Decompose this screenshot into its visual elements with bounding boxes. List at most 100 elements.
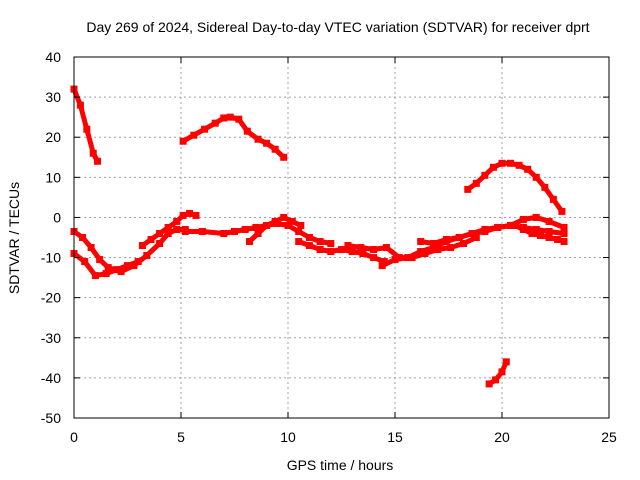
data-point <box>421 250 429 258</box>
data-point <box>173 225 181 233</box>
data-point <box>138 242 146 250</box>
data-point <box>179 137 187 145</box>
x-tick-label: 0 <box>70 429 78 445</box>
data-point <box>532 213 540 221</box>
data-point <box>558 207 566 215</box>
data-point <box>124 262 131 270</box>
data-point <box>288 217 296 225</box>
data-point <box>254 229 262 237</box>
data-point <box>560 229 568 237</box>
data-point <box>348 248 356 256</box>
grid <box>74 57 609 418</box>
data-point <box>359 250 367 258</box>
data-point <box>492 376 500 384</box>
y-tick-label: 40 <box>45 49 61 65</box>
data-point <box>190 131 198 139</box>
data-point <box>305 234 313 241</box>
data-point <box>254 135 262 143</box>
data-point <box>554 236 562 244</box>
data-point <box>498 368 506 376</box>
y-tick-label: 20 <box>45 129 61 145</box>
data-point <box>91 272 99 280</box>
y-tick-label: -30 <box>41 330 61 346</box>
data-point <box>113 266 121 274</box>
y-axis-label: SDTVAR / TECUs <box>6 182 22 294</box>
data-point <box>511 221 519 229</box>
data-point <box>263 221 271 229</box>
data-point <box>173 217 181 225</box>
data-point <box>186 209 194 217</box>
data-point <box>481 171 489 179</box>
data-point <box>243 127 251 135</box>
data-point <box>532 225 540 233</box>
data-point <box>481 225 489 233</box>
data-point <box>316 246 324 254</box>
data-point <box>344 242 352 250</box>
data-point <box>81 258 89 266</box>
series-arc-c <box>464 159 566 215</box>
data-point <box>164 229 172 237</box>
data-point <box>104 264 112 272</box>
data-point <box>472 179 480 187</box>
data-point <box>96 256 104 264</box>
data-point <box>382 244 390 252</box>
data-point <box>235 115 243 123</box>
data-point <box>528 229 536 237</box>
data-point <box>94 157 102 165</box>
data-point <box>498 159 506 167</box>
data-point <box>220 114 228 122</box>
data-point <box>442 236 450 244</box>
data-point <box>378 262 386 270</box>
data-point <box>241 225 249 233</box>
y-tick-label: -20 <box>41 290 61 306</box>
data-point <box>549 195 557 203</box>
data-point <box>284 221 292 229</box>
data-point <box>117 268 125 276</box>
x-tick-label: 10 <box>280 429 296 445</box>
x-axis-label: GPS time / hours <box>287 457 394 473</box>
x-tick-label: 25 <box>601 429 617 445</box>
data-point <box>489 163 497 171</box>
data-point <box>541 183 549 191</box>
data-point <box>430 240 438 248</box>
data-point <box>263 139 271 147</box>
y-tick-label: -50 <box>41 410 61 426</box>
data-point <box>417 238 425 246</box>
plot-border <box>73 56 610 419</box>
data-point <box>179 211 187 219</box>
data-point <box>519 215 527 223</box>
series-arc-m <box>417 213 568 248</box>
data-point <box>417 248 425 256</box>
data-point <box>147 236 155 244</box>
data-point <box>459 240 467 248</box>
data-point <box>370 254 378 262</box>
data-point <box>156 229 164 237</box>
y-tick-label: 10 <box>45 169 61 185</box>
data-point <box>79 234 87 241</box>
data-point <box>271 145 279 153</box>
y-tick-label: 30 <box>45 89 61 105</box>
data-point <box>295 227 303 235</box>
data-point <box>192 211 200 219</box>
data-point <box>524 165 532 173</box>
data-point <box>280 153 288 161</box>
data-point <box>455 234 463 241</box>
data-point <box>220 229 228 237</box>
data-point <box>271 217 279 225</box>
data-point <box>370 246 378 254</box>
data-point <box>245 238 253 246</box>
data-point <box>560 223 568 231</box>
data-point <box>485 380 493 388</box>
data-point <box>532 173 540 181</box>
data-point <box>391 256 399 264</box>
data-point <box>305 242 313 250</box>
x-tick-label: 15 <box>387 429 403 445</box>
data-series <box>70 85 568 388</box>
data-point <box>211 119 219 127</box>
data-point <box>316 238 324 246</box>
data-point <box>231 227 238 235</box>
series-arc-d <box>485 358 510 388</box>
data-point <box>537 231 545 239</box>
chart-title: Day 269 of 2024, Sidereal Day-to-day VTE… <box>86 19 589 35</box>
